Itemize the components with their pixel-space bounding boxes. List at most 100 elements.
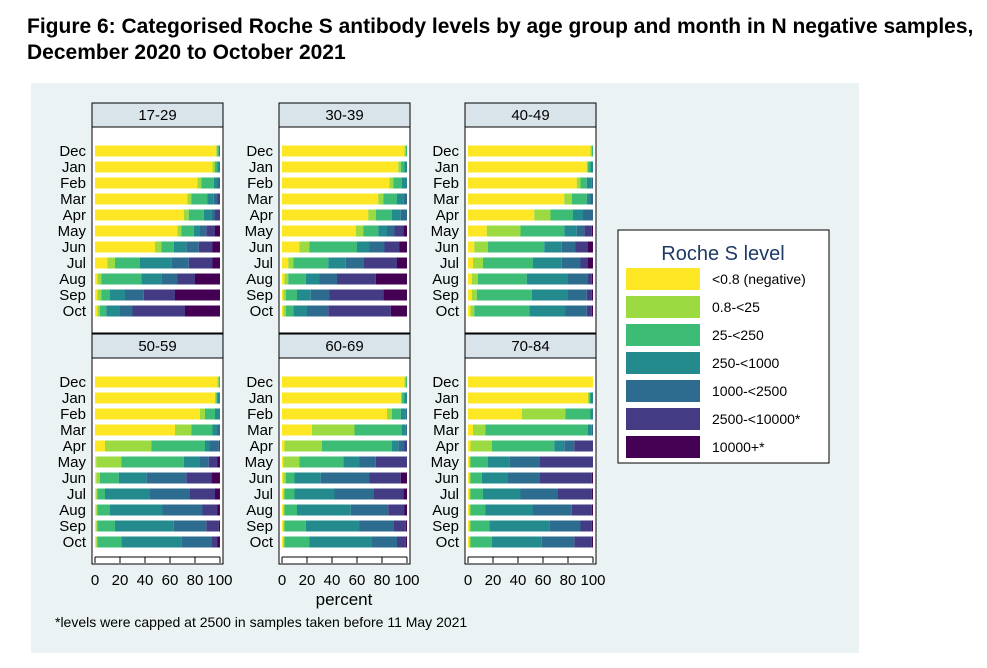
panel-label-40-49: 40-49 [511,107,549,124]
y-tick-label: Sep [59,287,86,304]
bar-segment-70-84-feb-s0 [468,408,522,420]
x-tick-label: 0 [91,572,99,589]
bar-segment-30-39-apr-s2 [375,209,392,221]
bar-segment-40-49-mar-s1 [564,193,572,205]
bar-segment-17-29-aug-s5 [177,273,195,285]
bar-segment-40-49-jun-s5 [575,241,588,253]
bar-segment-40-49-oct-s2 [474,305,530,317]
bar-segment-50-59-apr-s4 [210,440,219,452]
x-tick-label: 60 [162,572,179,589]
legend-label-3: 250-<1000 [712,355,780,371]
bar-segment-17-29-sep-s6 [175,289,220,301]
x-tick-label: 20 [112,572,129,589]
bar-segment-60-69-jan-s0 [282,392,401,404]
bar-segment-30-39-jun-s4 [369,241,385,253]
bar-segment-70-84-aug-s1 [469,504,471,516]
y-tick-label: Feb [433,175,459,192]
bar-segment-17-29-mar-s5 [217,193,220,205]
panel-header-17-29 [91,102,224,128]
bar-segment-40-49-sep-s3 [531,289,568,301]
x-tick-label: 100 [394,572,419,589]
y-tick-label: Apr [250,438,273,455]
bar-segment-50-59-sep-s6 [218,520,220,532]
bar-segment-70-84-oct-s6 [591,536,593,548]
bar-segment-50-59-sep-s2 [97,520,115,532]
bar-segment-17-29-aug-s6 [195,273,220,285]
bar-segment-17-29-apr-s0 [95,209,184,221]
bar-segment-60-69-oct-s6 [405,536,407,548]
bar-segment-70-84-oct-s5 [574,536,592,548]
y-tick-label: Mar [247,191,273,208]
bar-segment-17-29-may-s0 [95,225,178,237]
y-tick-label: Jun [435,239,459,256]
bar-segment-60-69-feb-s1 [387,408,392,420]
legend-label-4: 1000-<2500 [712,383,787,399]
bar-segment-17-29-dec-s2 [217,145,219,157]
bar-segment-50-59-apr-s3 [205,440,210,452]
bar-segment-70-84-jan-s1 [588,392,590,404]
y-tick-label: Jun [249,470,273,487]
bar-segment-60-69-sep-s2 [284,520,306,532]
bar-segment-50-59-sep-s5 [206,520,219,532]
bar-segment-40-49-dec-s1 [590,145,592,157]
bar-segment-50-59-mar-s0 [95,424,175,436]
bar-segment-30-39-may-s4 [387,225,395,237]
bar-segment-70-84-apr-s1 [470,440,492,452]
y-tick-label: Apr [436,207,459,224]
bar-segment-40-49-sep-s4 [568,289,587,301]
bar-segment-17-29-jan-s2 [215,161,218,173]
bar-segment-50-59-aug-s6 [217,504,220,516]
bar-segment-40-49-feb-s3 [586,177,592,189]
bar-segment-70-84-jun-s3 [481,472,508,484]
bar-segment-70-84-aug-s6 [591,504,593,516]
y-tick-label: Oct [63,534,87,551]
bar-segment-60-69-jun-s4 [320,472,370,484]
bar-segment-40-49-jul-s0 [468,257,473,269]
bar-segment-17-29-feb-s4 [217,177,220,189]
bar-segment-30-39-jul-s0 [282,257,289,269]
bar-segment-60-69-dec-s2 [405,376,407,388]
bar-segment-70-84-sep-s5 [580,520,592,532]
bar-segment-60-69-may-s0 [282,456,284,468]
bar-segment-17-29-aug-s4 [161,273,178,285]
bar-segment-30-39-mar-s2 [383,193,397,205]
bar-segment-40-49-dec-s2 [591,145,593,157]
bar-segment-40-49-aug-s6 [591,273,593,285]
bar-segment-40-49-jul-s5 [580,257,588,269]
bar-segment-70-84-sep-s4 [549,520,581,532]
bar-segment-40-49-aug-s0 [468,273,472,285]
y-tick-label: Oct [436,303,460,320]
bar-segment-50-59-mar-s2 [191,424,213,436]
bar-segment-50-59-sep-s1 [96,520,98,532]
bar-segment-50-59-jul-s1 [96,488,98,500]
bar-segment-50-59-jun-s3 [118,472,147,484]
bar-segment-17-29-oct-s6 [185,305,220,317]
bar-segment-30-39-jul-s6 [397,257,407,269]
bar-segment-30-39-oct-s6 [390,305,407,317]
bar-segment-40-49-jul-s3 [533,257,562,269]
bar-segment-50-59-mar-s1 [175,424,192,436]
bar-segment-30-39-jul-s5 [363,257,397,269]
bar-segment-17-29-dec-s3 [218,145,220,157]
figure-title: Figure 6: Categorised Roche S antibody l… [27,15,974,64]
bar-segment-17-29-aug-s2 [101,273,142,285]
y-tick-label: Mar [247,422,273,439]
bar-segment-60-69-jul-s3 [294,488,335,500]
bar-segment-17-29-apr-s1 [183,209,189,221]
bar-segment-60-69-oct-s5 [397,536,406,548]
bar-segment-70-84-may-s1 [469,456,471,468]
bar-segment-70-84-apr-s2 [491,440,555,452]
bar-segment-30-39-aug-s2 [288,273,306,285]
y-tick-label: May [245,223,274,240]
bar-segment-30-39-aug-s5 [337,273,376,285]
bar-segment-60-69-feb-s0 [282,408,387,420]
y-tick-label: Oct [436,534,460,551]
x-tick-label: 20 [299,572,316,589]
bar-segment-70-84-sep-s1 [469,520,471,532]
bar-segment-70-84-jun-s0 [468,472,470,484]
bar-segment-17-29-oct-s0 [95,305,98,317]
bar-segment-70-84-may-s2 [470,456,488,468]
y-tick-label: Apr [63,207,86,224]
bar-segment-70-84-feb-s2 [565,408,591,420]
